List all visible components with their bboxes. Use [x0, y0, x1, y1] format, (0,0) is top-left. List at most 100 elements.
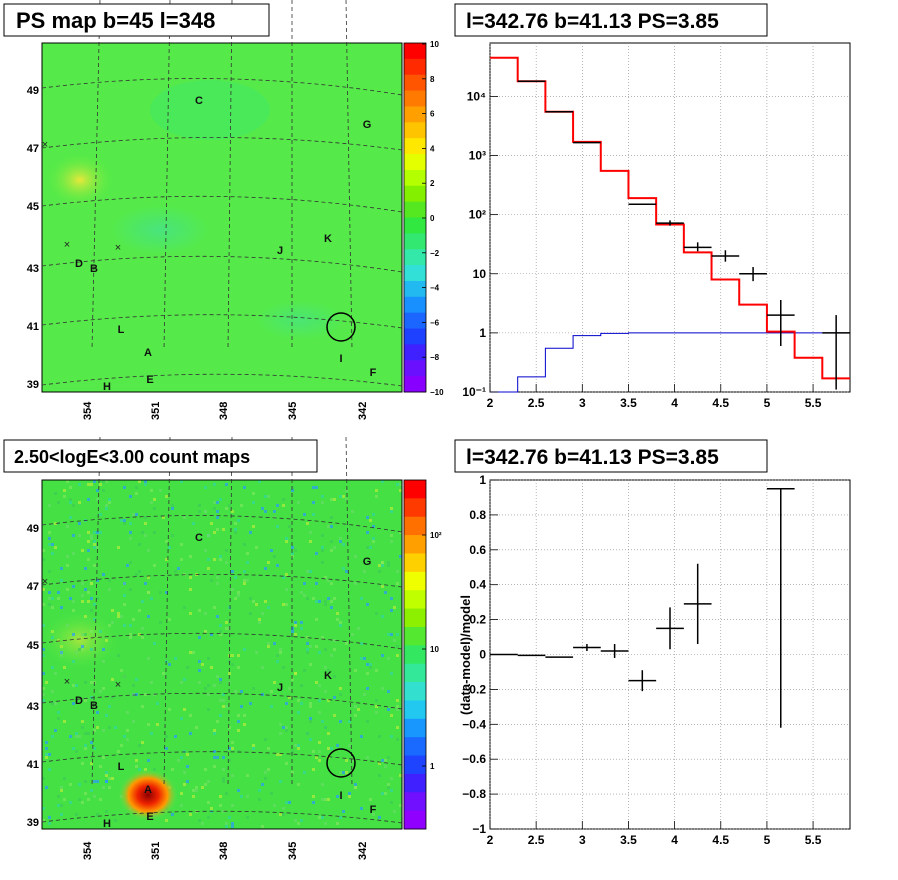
noise-pixel	[309, 702, 312, 705]
noise-pixel	[75, 735, 78, 738]
colorbar-segment	[404, 201, 426, 218]
noise-pixel	[48, 822, 51, 825]
noise-pixel	[315, 600, 318, 603]
noise-pixel	[183, 678, 186, 681]
x-tick-label: 4.5	[712, 396, 729, 410]
noise-pixel	[273, 804, 276, 807]
noise-pixel	[243, 648, 246, 651]
noise-pixel	[366, 687, 369, 690]
noise-pixel	[333, 639, 336, 642]
noise-pixel	[312, 597, 315, 600]
source-label: I	[339, 790, 342, 802]
noise-pixel	[42, 777, 45, 780]
noise-pixel	[231, 774, 234, 777]
noise-pixel	[147, 759, 150, 762]
noise-pixel	[264, 600, 267, 603]
noise-pixel	[60, 786, 63, 789]
noise-pixel	[264, 738, 267, 741]
noise-pixel	[345, 489, 348, 492]
noise-pixel	[78, 522, 81, 525]
noise-pixel	[267, 768, 270, 771]
noise-pixel	[300, 621, 303, 624]
noise-pixel	[285, 603, 288, 606]
noise-pixel	[336, 795, 339, 798]
noise-pixel	[381, 687, 384, 690]
ps-map-x-tick: 351	[150, 402, 162, 420]
noise-pixel	[306, 522, 309, 525]
noise-pixel	[339, 687, 342, 690]
noise-pixel	[81, 633, 84, 636]
noise-pixel	[75, 750, 78, 753]
noise-pixel	[189, 588, 192, 591]
noise-pixel	[84, 615, 87, 618]
longitude-line	[163, 0, 171, 350]
noise-pixel	[219, 624, 222, 627]
longitude-line	[91, 436, 101, 787]
noise-pixel	[48, 597, 51, 600]
noise-pixel	[81, 582, 84, 585]
colorbar-segment	[404, 535, 426, 554]
noise-pixel	[60, 654, 63, 657]
noise-pixel	[219, 804, 222, 807]
noise-pixel	[369, 798, 372, 801]
residual-series	[490, 487, 795, 728]
noise-pixel	[348, 720, 351, 723]
noise-pixel	[90, 789, 93, 792]
noise-pixel	[84, 567, 87, 570]
noise-pixel	[207, 801, 210, 804]
noise-pixel	[246, 774, 249, 777]
noise-pixel	[60, 789, 63, 792]
noise-pixel	[375, 669, 378, 672]
noise-pixel	[57, 501, 60, 504]
noise-pixel	[45, 753, 48, 756]
noise-pixel	[96, 813, 99, 816]
noise-pixel	[216, 756, 219, 759]
noise-pixel	[138, 570, 141, 573]
noise-pixel	[57, 711, 60, 714]
noise-pixel	[312, 486, 315, 489]
colorbar-tick-label: 8	[430, 75, 435, 84]
source-label: H	[103, 381, 111, 393]
noise-pixel	[276, 660, 279, 663]
noise-pixel	[51, 597, 54, 600]
noise-pixel	[144, 522, 147, 525]
colorbar-segment	[404, 645, 426, 665]
noise-pixel	[78, 648, 81, 651]
noise-pixel	[129, 495, 132, 498]
noise-pixel	[291, 552, 294, 555]
noise-pixel	[153, 642, 156, 645]
noise-pixel	[57, 804, 60, 807]
noise-pixel	[258, 789, 261, 792]
noise-pixel	[75, 732, 78, 735]
noise-pixel	[129, 522, 132, 525]
noise-pixel	[129, 561, 132, 564]
noise-pixel	[186, 765, 189, 768]
noise-pixel	[69, 501, 72, 504]
noise-pixel	[99, 765, 102, 768]
noise-pixel	[291, 555, 294, 558]
source-label: E	[146, 811, 153, 823]
noise-pixel	[285, 801, 288, 804]
noise-pixel	[297, 822, 300, 825]
noise-pixel	[105, 639, 108, 642]
y-tick-label: 1	[479, 326, 486, 340]
noise-pixel	[69, 516, 72, 519]
noise-pixel	[117, 612, 120, 615]
noise-pixel	[135, 573, 138, 576]
noise-pixel	[102, 480, 105, 483]
noise-pixel	[222, 699, 225, 702]
noise-pixel	[204, 612, 207, 615]
noise-pixel	[330, 540, 333, 543]
noise-pixel	[390, 777, 393, 780]
noise-pixel	[273, 642, 276, 645]
noise-pixel	[219, 498, 222, 501]
noise-pixel	[189, 813, 192, 816]
noise-pixel	[96, 531, 99, 534]
noise-pixel	[222, 693, 225, 696]
noise-pixel	[105, 714, 108, 717]
noise-pixel	[150, 681, 153, 684]
noise-pixel	[360, 807, 363, 810]
noise-pixel	[345, 498, 348, 501]
noise-pixel	[291, 486, 294, 489]
spectrum-series	[490, 56, 850, 393]
